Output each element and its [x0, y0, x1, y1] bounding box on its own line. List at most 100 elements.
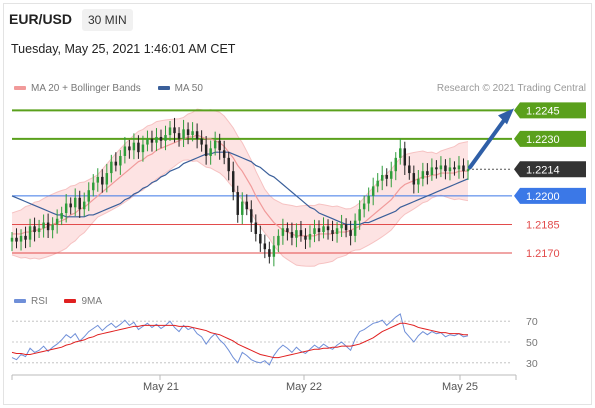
candle-body [15, 237, 18, 242]
candle-body [241, 201, 244, 215]
level-tag-current [514, 161, 586, 178]
candle-body [73, 197, 77, 208]
candle-body [448, 167, 452, 172]
datetime-label: Tuesday, May 25, 2021 1:46:01 AM CET [11, 42, 236, 56]
timeframe-badge[interactable]: 30 MIN [82, 9, 133, 31]
candle-body [466, 169, 470, 172]
candle-body [457, 165, 461, 170]
x-tick-label: May 25 [442, 381, 478, 393]
level-label-support: 1.2170 [526, 248, 560, 260]
candle-body [277, 235, 280, 246]
candle-body [173, 127, 176, 134]
candle-body [191, 131, 194, 136]
candle-body [209, 148, 212, 156]
candle-body [362, 203, 366, 210]
candle-body [42, 222, 45, 229]
level-label-pivot: 1.2200 [526, 191, 560, 203]
level-label-support: 1.2185 [526, 219, 560, 231]
candle-body [317, 228, 321, 233]
level-tag-resistance [514, 130, 586, 147]
candle-body [304, 235, 307, 240]
candle-body [182, 129, 185, 139]
level-tag-resistance [514, 102, 586, 119]
bollinger-band [12, 109, 468, 267]
candles [10, 117, 470, 267]
candle-body [37, 228, 41, 233]
candle-body [227, 157, 230, 172]
candle-body [376, 180, 379, 187]
candle-body [453, 167, 456, 170]
candle-body [128, 146, 131, 151]
candle-body [105, 173, 109, 185]
candle-body [55, 218, 59, 225]
ma50-swatch [157, 86, 170, 91]
candle-body [150, 138, 154, 143]
candle-body [430, 167, 434, 175]
candle-body [236, 192, 239, 215]
level-label-resistance: 1.2230 [526, 134, 560, 146]
candle-body [10, 237, 14, 242]
candle-body [218, 140, 221, 151]
candle-body [132, 142, 136, 151]
research-credit: Research © 2021 Trading Central [436, 83, 586, 94]
rsi-9ma-line [11, 322, 468, 359]
candle-body [78, 197, 81, 210]
rsi-line [11, 313, 469, 366]
candle-body [331, 230, 334, 234]
candle-body [263, 243, 267, 250]
projection-arrow-shaft [468, 118, 506, 170]
candle-body [177, 133, 181, 139]
symbol-title: EUR/USD [9, 11, 73, 27]
candle-body [358, 209, 361, 221]
candle-body [83, 201, 86, 210]
candle-body [213, 140, 217, 149]
candle-body [272, 245, 276, 257]
candle-body [28, 226, 32, 240]
candle-body [101, 176, 104, 185]
candle-body [24, 235, 27, 240]
candle-body [371, 186, 375, 196]
candle-body [60, 213, 63, 219]
candle-body [19, 235, 23, 242]
candle-body [259, 233, 262, 244]
candle-body [403, 148, 407, 166]
candle-body [308, 233, 312, 240]
projection-arrow-head [498, 108, 514, 125]
ma9-swatch [64, 299, 77, 304]
candle-body [254, 222, 258, 234]
legend-label-rsi: RSI [31, 296, 48, 307]
candle-body [408, 165, 411, 174]
candle-body [164, 135, 167, 141]
candle-body [380, 174, 384, 181]
legend-label-ma50: MA 50 [174, 83, 203, 94]
candle-body [394, 157, 397, 172]
candle-body [412, 173, 416, 185]
candle-body [64, 203, 68, 214]
candle-body [222, 150, 226, 158]
candle-body [250, 209, 253, 223]
candle-body [33, 226, 36, 233]
candle-body [313, 228, 316, 234]
x-tick-label: May 22 [286, 381, 322, 393]
candle-body [462, 165, 465, 172]
candle-body [426, 171, 429, 175]
candle-body [349, 230, 352, 236]
candle-body [231, 171, 235, 193]
candle-body [322, 226, 325, 233]
candle-body [96, 176, 100, 183]
candle-body [367, 195, 370, 204]
candle-body [92, 182, 95, 191]
candle-body [281, 228, 285, 236]
candle-body [399, 148, 402, 158]
candle-body [204, 144, 208, 156]
candle-body [245, 201, 249, 210]
candle-body [119, 155, 122, 166]
candle-body [344, 224, 348, 231]
candle-body [326, 226, 330, 231]
candle-body [159, 136, 163, 141]
candle-body [290, 232, 294, 238]
candle-body [46, 222, 50, 231]
candle-body [186, 129, 190, 136]
candle-body [268, 249, 271, 257]
